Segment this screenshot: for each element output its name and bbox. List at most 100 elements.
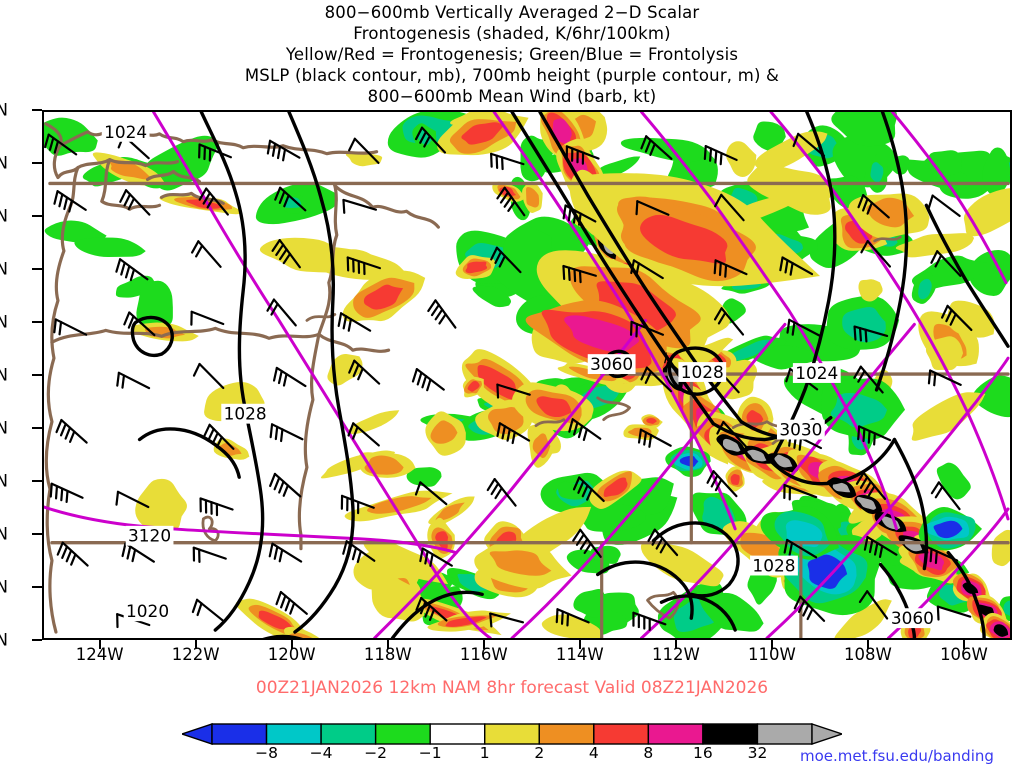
shading-blob [44,220,107,244]
wind-barb [269,472,302,498]
contour-label-height-3030: 3030 [776,420,825,440]
colorbar-swatch [647,723,704,745]
wind-barb [565,145,600,165]
x-tick-mark [194,640,197,649]
x-tick-mark [962,640,965,649]
wind-barb [274,186,307,212]
wind-barb [792,132,826,157]
contour-label-mslp-1024: 1024 [101,122,150,142]
wind-barb [793,595,826,622]
wind-barb [190,240,222,268]
label-text: 3120 [128,526,171,546]
shading-blob [785,520,823,548]
label-text: 3030 [779,420,822,440]
wind-barb [489,612,525,628]
wind-barb [269,423,304,443]
wind-barb [198,143,233,162]
wind-barb [116,371,151,390]
shading-blob [911,392,986,441]
y-tick-mark [32,480,42,482]
y-tick-48N: 48N [0,206,8,226]
wind-barb [53,190,87,213]
wind-barb [199,497,234,517]
colorbar-tick-32: 32 [747,744,768,762]
y-tick-42N: 42N [0,524,8,544]
y-tick-mark [32,268,42,270]
wind-barb [414,126,447,154]
shading-blob [730,474,740,485]
y-tick-mark [32,162,42,164]
shading-blob [283,197,302,208]
label-text: 1020 [126,601,169,621]
shading-blob [525,187,540,208]
colorbar-tick-−4: −4 [309,744,333,762]
wind-barb [630,259,664,280]
title-line-1: 800−600mb Vertically Averaged 2−D Scalar [324,3,700,22]
colorbar[interactable] [182,722,842,746]
x-tick-114W: 114W [555,645,604,664]
x-tick-mark [866,640,869,649]
y-tick-mark [32,533,42,535]
x-tick-106W: 106W [940,645,988,664]
wind-barb [924,545,959,565]
shading-blob [445,616,487,627]
shading-blob [702,496,737,530]
shading-blob [532,433,551,459]
wind-barb [940,304,973,332]
wind-barb [123,311,156,337]
shading-blob [722,438,741,452]
x-tick-mark [482,640,485,649]
shading-blob [135,478,187,531]
shading-blob [747,163,834,215]
y-tick-mark [32,427,42,429]
shading-blob [933,520,963,539]
shading-blob [472,285,512,308]
colorbar-swatch [593,723,650,745]
wind-barb [192,362,225,390]
wind-barb [703,145,738,166]
wind-barb [348,359,381,385]
wind-barb [572,476,605,503]
colorbar-swatch [429,723,486,745]
wind-barb [496,422,531,445]
label-text: 1028 [224,404,267,424]
shading-blob [465,261,488,274]
wind-barb [414,481,448,506]
wind-barb [640,366,673,393]
shading-blob [870,162,884,183]
shading-blob [993,624,1009,637]
wind-barb [202,423,235,450]
y-tick-mark [32,109,42,111]
shading-blob [831,112,897,147]
label-text: 1028 [681,362,724,382]
shading-blob [435,502,465,522]
shading-blob [895,233,975,258]
label-text: 1024 [104,122,147,142]
shading-blob [74,237,146,258]
label-text: 3060 [590,354,633,374]
wind-barb [121,542,155,563]
shading-blob [345,152,383,167]
wind-barb [930,481,961,511]
wind-barb [348,137,380,165]
shading-blob [679,455,699,467]
colorbar-tick-4: 4 [588,744,599,762]
wind-barb [632,611,667,631]
shading-blob [858,279,883,302]
shading-blob [646,418,657,424]
wind-barb [198,187,229,216]
shading-blob [364,455,404,475]
wind-barb [713,259,748,278]
shading-blob [520,135,554,182]
wind-barb [714,193,745,222]
wind-barb [496,383,531,399]
wind-barb [342,198,378,214]
wind-barb [637,428,672,448]
label-backdrop [888,608,937,629]
wind-barb [713,307,745,336]
map-plot-area[interactable]: 1024 1028 3120 1020 3060 1028 1024 3030 1028 3060 [42,110,1012,640]
label-backdrop [221,403,270,424]
wind-barb [266,139,301,162]
wind-barb [927,194,961,218]
x-tick-112W: 112W [651,645,700,664]
